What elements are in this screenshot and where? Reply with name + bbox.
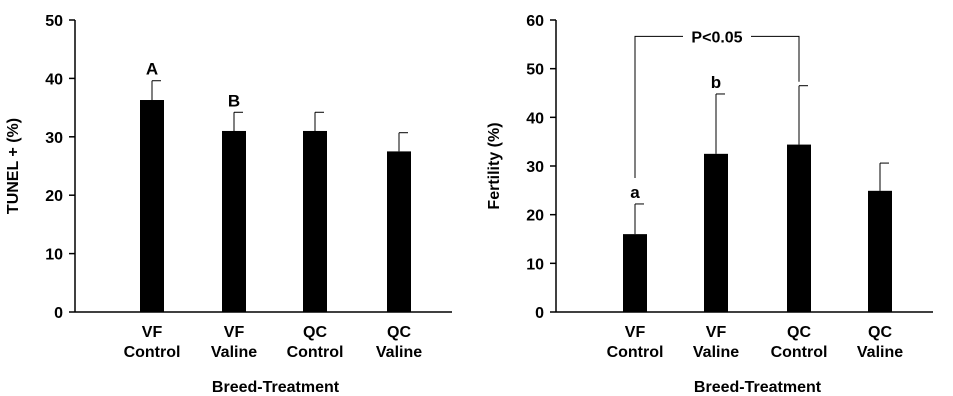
bracket-label-bg	[683, 26, 751, 47]
y-tick-label: 10	[45, 247, 63, 264]
x-axis-title: Breed-Treatment	[212, 379, 340, 396]
fertility-chart: 0 10 20 30 40 50 60 Fertility (%) VF Control a VF Va…	[486, 13, 933, 396]
y-tick-label: 50	[45, 13, 63, 30]
y-tick-label: 30	[45, 130, 63, 147]
bar	[868, 190, 892, 312]
bar	[303, 130, 327, 312]
bar	[704, 153, 728, 312]
significance-label: B	[228, 91, 240, 110]
significance-label: b	[711, 73, 721, 92]
x-tick-label: QC Valine	[857, 324, 903, 361]
y-tick-label: 0	[535, 305, 544, 322]
y-tick-label: 10	[526, 256, 544, 273]
bar	[623, 234, 647, 312]
y-tick-label: 0	[54, 305, 63, 322]
bar	[787, 144, 811, 312]
x-tick-label: VF Valine	[211, 324, 257, 361]
x-tick-label: VF Control	[607, 324, 664, 361]
y-tick-label: 20	[45, 188, 63, 205]
x-tick-label: VF Valine	[693, 324, 739, 361]
x-axis-title: Breed-Treatment	[694, 379, 822, 396]
x-tick-label: QC Valine	[376, 324, 422, 361]
y-tick-label: 50	[526, 62, 544, 79]
bar	[387, 151, 411, 312]
bar	[222, 130, 246, 312]
bracket-label: P<0.05	[691, 29, 742, 46]
y-tick-label: 40	[45, 71, 63, 88]
tunel-chart: 0 10 20 30 40 50 TUNEL + (%) VF Control A VF Valine…	[5, 13, 452, 396]
y-tick-label: 20	[526, 208, 544, 225]
y-tick-label: 40	[526, 110, 544, 127]
x-tick-label: VF Control	[124, 324, 181, 361]
y-axis-title: Fertility (%)	[486, 122, 503, 209]
x-tick-label: QC Control	[771, 324, 828, 361]
significance-label: A	[146, 60, 158, 79]
x-tick-label: QC Control	[287, 324, 344, 361]
significance-label: a	[630, 183, 640, 202]
y-tick-label: 30	[526, 159, 544, 176]
y-axis-title: TUNEL + (%)	[5, 118, 22, 214]
y-tick-label: 60	[526, 13, 544, 30]
bar	[140, 100, 164, 313]
